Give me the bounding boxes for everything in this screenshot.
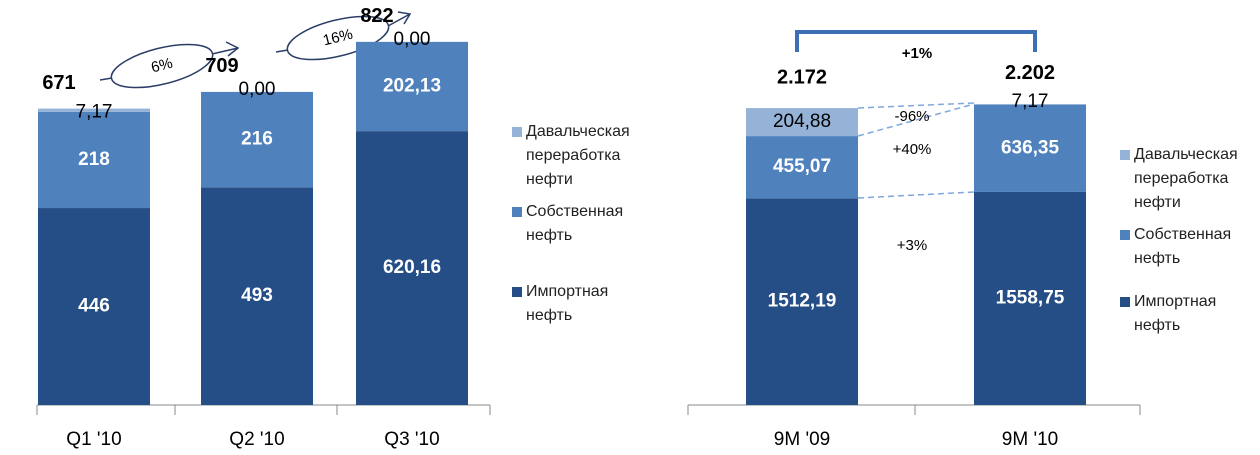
bar-segment [974,103,1086,105]
bar-segment [201,187,313,405]
arrow [387,13,411,27]
value-label: 218 [78,149,110,170]
legend-label: Собственная нефть [526,203,623,244]
legend-label: Собственная нефть [1134,226,1231,267]
legend-swatch [512,127,522,137]
value-label: 1558,75 [996,287,1065,308]
x-tick-label: Q2 '10 [229,429,284,450]
dashed-link [857,191,975,199]
arrow [211,47,239,55]
value-label: 204,88 [773,111,831,132]
bar-segment [201,91,313,188]
bar-segment [974,104,1086,192]
annotation: -96% [894,108,929,125]
arrow-head [225,41,240,57]
arrow [275,49,289,53]
value-label: 636,35 [1001,137,1060,158]
total-label: 671 [42,72,75,94]
bar-segment [38,208,150,405]
legend-label: Давальческая переработка нефти [1134,146,1238,211]
legend-label: Давальческая переработка нефти [526,123,630,188]
legend-swatch [512,207,522,217]
legend-swatch [1120,150,1130,160]
arrow [99,77,113,81]
legend-swatch [512,287,522,297]
bar-segment [746,198,858,405]
annotation: 16% [321,26,354,50]
x-tick-label: 9M '10 [1002,429,1058,450]
total-label: 2.202 [1005,62,1055,84]
value-label: 0,00 [239,79,276,100]
legend-swatch [1120,297,1130,307]
legend-label: Импортная нефть [1134,293,1216,334]
value-label: 455,07 [773,156,831,177]
arrow-head [397,11,412,25]
bar-segment [974,191,1086,405]
bar-segment [356,41,468,132]
legend-swatch [1120,230,1130,240]
bar-segment [746,136,858,199]
total-label: 709 [205,55,238,77]
value-label: 7,17 [76,102,113,123]
annotation: 6% [149,55,174,77]
bar-segment [38,108,150,112]
bar-segment [356,131,468,405]
bracket [795,30,1037,52]
value-label: 7,17 [1012,91,1049,112]
annotation: +3% [897,237,927,254]
value-label: 202,13 [383,76,441,97]
value-label: 620,16 [383,257,441,278]
total-label: 2.172 [777,66,827,88]
x-tick-label: Q1 '10 [66,429,121,450]
value-label: 446 [78,296,110,317]
value-label: 493 [241,285,273,306]
growth-markers [99,11,1037,199]
total-label: 822 [360,5,393,27]
legend-label: Импортная нефть [526,283,608,324]
dashed-link [857,103,975,137]
value-label: 0,00 [394,29,431,50]
x-tick-label: 9M '09 [774,429,830,450]
bar-segment [38,111,150,209]
bar-segment [746,108,858,137]
x-tick-label: Q3 '10 [384,429,439,450]
value-label: 216 [241,129,273,150]
value-label: 1512,19 [768,291,837,312]
annotation: +1% [902,45,932,62]
annotation: +40% [893,141,932,158]
